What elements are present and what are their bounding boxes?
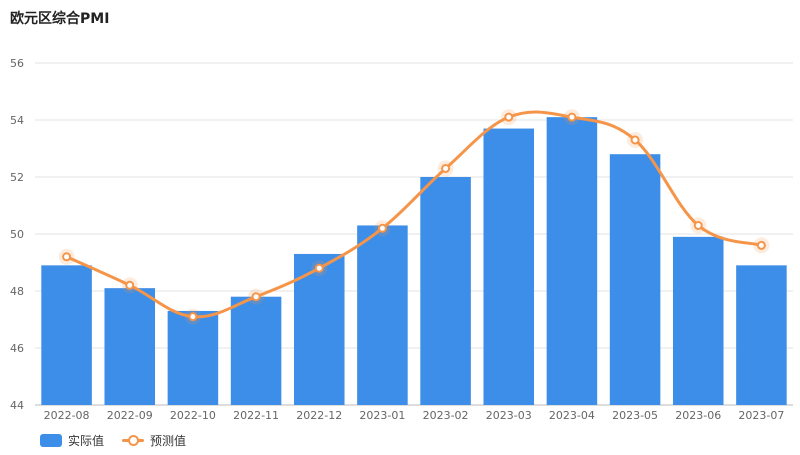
x-tick-label: 2023-05 xyxy=(612,409,658,422)
y-tick-label: 54 xyxy=(10,114,24,127)
forecast-point[interactable] xyxy=(62,252,72,262)
y-tick-label: 50 xyxy=(10,228,24,241)
bar[interactable] xyxy=(736,265,787,405)
grid-lines xyxy=(35,62,793,406)
forecast-point[interactable] xyxy=(756,240,766,250)
forecast-point[interactable] xyxy=(188,312,198,322)
x-tick-label: 2023-06 xyxy=(675,409,721,422)
legend-swatch-line xyxy=(122,434,145,447)
legend-swatch-bar xyxy=(40,434,62,447)
x-tick-label: 2023-01 xyxy=(359,409,405,422)
legend-item-actual[interactable]: 实际值 xyxy=(40,432,104,449)
forecast-point[interactable] xyxy=(693,220,703,230)
x-tick-label: 2022-12 xyxy=(296,409,342,422)
x-tick-label: 2023-03 xyxy=(486,409,532,422)
y-tick-label: 48 xyxy=(10,285,24,298)
legend-label-forecast: 预测值 xyxy=(150,434,187,448)
bar[interactable] xyxy=(104,288,156,405)
y-tick-label: 52 xyxy=(10,171,24,184)
bar[interactable] xyxy=(609,154,661,405)
bar[interactable] xyxy=(672,236,724,405)
bar[interactable] xyxy=(420,177,471,405)
y-axis: 44 46 48 50 52 54 56 xyxy=(10,57,24,412)
x-tick-label: 2022-08 xyxy=(44,409,90,422)
forecast-point[interactable] xyxy=(377,223,387,233)
legend-item-forecast[interactable]: 预测值 xyxy=(122,432,186,449)
forecast-point[interactable] xyxy=(314,263,324,273)
bar[interactable] xyxy=(230,296,282,405)
x-tick-label: 2023-07 xyxy=(738,409,784,422)
x-tick-label: 2022-09 xyxy=(107,409,153,422)
x-tick-label: 2023-02 xyxy=(423,409,469,422)
bar-series xyxy=(41,117,787,406)
line-series xyxy=(58,109,770,325)
x-tick-label: 2022-10 xyxy=(170,409,216,422)
bar[interactable] xyxy=(483,128,535,406)
y-tick-label: 44 xyxy=(10,399,24,412)
bar[interactable] xyxy=(167,310,219,405)
forecast-point[interactable] xyxy=(630,135,640,145)
chart-title: 欧元区综合PMI xyxy=(10,11,110,27)
x-axis: 2022-08 2022-09 2022-10 2022-11 2022-12 2023-… xyxy=(44,409,785,422)
y-tick-label: 46 xyxy=(10,342,24,355)
legend: 实际值 预测值 xyxy=(40,432,204,449)
forecast-point[interactable] xyxy=(567,112,577,122)
x-tick-label: 2023-04 xyxy=(549,409,595,422)
forecast-point[interactable] xyxy=(251,292,261,302)
forecast-point[interactable] xyxy=(125,280,135,290)
bar[interactable] xyxy=(357,225,408,405)
legend-label-actual: 实际值 xyxy=(68,434,105,448)
bar[interactable] xyxy=(293,253,345,405)
forecast-point[interactable] xyxy=(504,112,514,122)
forecast-point[interactable] xyxy=(441,163,451,173)
bar[interactable] xyxy=(41,265,92,405)
y-tick-label: 56 xyxy=(10,57,24,70)
bar[interactable] xyxy=(546,117,598,406)
x-tick-label: 2022-11 xyxy=(233,409,279,422)
